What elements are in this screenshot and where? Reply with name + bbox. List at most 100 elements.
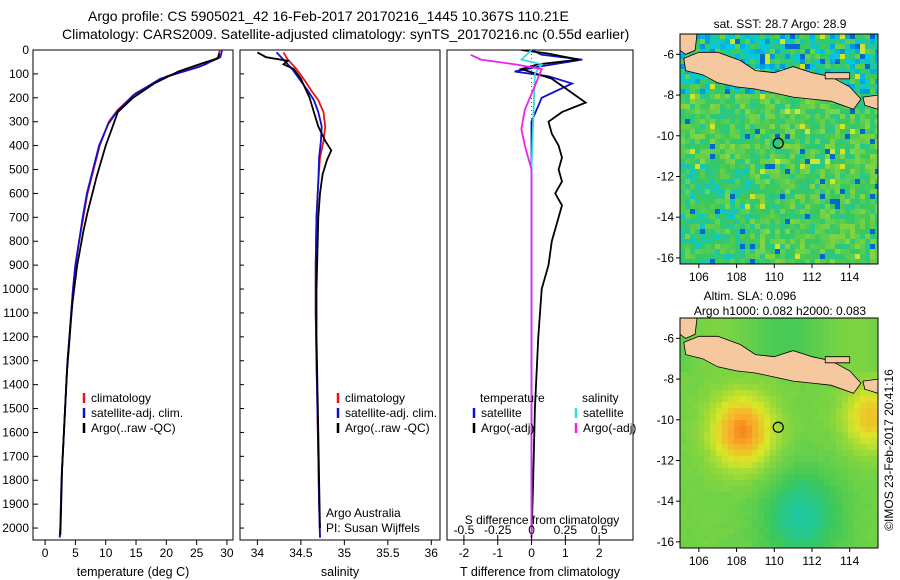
sst-pixel <box>760 254 765 259</box>
sla-pixel <box>716 438 722 444</box>
sst-pixel <box>805 174 810 179</box>
sla-pixel <box>680 486 686 492</box>
sla-pixel <box>830 330 836 336</box>
bali-shape <box>862 94 878 110</box>
sst-pixel <box>795 109 800 114</box>
sst-pixel <box>850 214 855 219</box>
temperature-legend-label: climatology <box>91 391 151 405</box>
sst-pixel <box>720 224 725 229</box>
sla-pixel <box>824 510 830 516</box>
sla-pixel <box>740 318 746 324</box>
sst-pixel <box>870 244 875 249</box>
sla-pixel <box>758 444 764 450</box>
sst-pixel <box>840 259 845 264</box>
sst-pixel <box>840 219 845 224</box>
sla-pixel <box>698 504 704 510</box>
sla-pixel <box>740 546 746 548</box>
sst-pixel <box>785 154 790 159</box>
sla-pixel <box>758 330 764 336</box>
sst-pixel <box>820 114 825 119</box>
sst-pixel <box>825 204 830 209</box>
sla-pixel <box>866 510 872 516</box>
sla-pixel <box>848 390 854 396</box>
sst-pixel <box>785 34 790 39</box>
sla-pixel <box>788 498 794 504</box>
sst-pixel <box>805 114 810 119</box>
sst-pixel <box>725 224 730 229</box>
sst-pixel <box>815 44 820 49</box>
sst-pixel <box>785 239 790 244</box>
sla-pixel <box>692 390 698 396</box>
sst-pixel <box>755 164 760 169</box>
sla-pixel <box>818 438 824 444</box>
sst-pixel <box>750 114 755 119</box>
sla-pixel <box>716 504 722 510</box>
sla-pixel <box>764 390 770 396</box>
sst-pixel <box>850 199 855 204</box>
sst-pixel <box>745 129 750 134</box>
sst-pixel <box>735 134 740 139</box>
sst-pixel <box>725 109 730 114</box>
sst-pixel <box>715 174 720 179</box>
sst-pixel <box>750 174 755 179</box>
sst-pixel <box>805 249 810 254</box>
sst-pixel <box>810 204 815 209</box>
sst-pixel <box>735 94 740 99</box>
sst-pixel <box>715 204 720 209</box>
sst-pixel <box>835 179 840 184</box>
sla-pixel <box>740 384 746 390</box>
sla-pixel <box>734 486 740 492</box>
sst-pixel <box>685 74 690 79</box>
sst-pixel <box>740 194 745 199</box>
sla-pixel <box>824 414 830 420</box>
sst-pixel <box>770 39 775 44</box>
series-line-temperature-1 <box>58 50 223 538</box>
sst-pixel <box>735 229 740 234</box>
sst-pixel <box>875 164 878 169</box>
sst-pixel <box>690 154 695 159</box>
sst-pixel <box>795 219 800 224</box>
sla-pixel <box>854 438 860 444</box>
sla-pixel <box>788 336 794 342</box>
sla-pixel <box>872 360 878 366</box>
sst-pixel <box>770 144 775 149</box>
sst-pixel <box>875 259 878 264</box>
sst-pixel <box>755 64 760 69</box>
sst-pixel <box>790 114 795 119</box>
sla-pixel <box>716 534 722 540</box>
sst-pixel <box>730 184 735 189</box>
sla-pixel <box>842 474 848 480</box>
sla-pixel <box>806 450 812 456</box>
sst-pixel <box>730 89 735 94</box>
sla-pixel <box>734 480 740 486</box>
sst-pixel <box>835 169 840 174</box>
sla-pixel <box>752 420 758 426</box>
sst-pixel <box>855 59 860 64</box>
sla-pixel <box>752 474 758 480</box>
sla-pixel <box>734 318 740 324</box>
sst-pixel <box>690 179 695 184</box>
sst-pixel <box>805 59 810 64</box>
sst-pixel <box>845 209 850 214</box>
sst-pixel <box>745 214 750 219</box>
sst-pixel <box>785 59 790 64</box>
sst-pixel <box>730 44 735 49</box>
sla-pixel <box>830 348 836 354</box>
sst-pixel <box>850 139 855 144</box>
sst-pixel <box>840 39 845 44</box>
sla-pixel <box>806 318 812 324</box>
sst-pixel <box>685 149 690 154</box>
sla-pixel <box>770 342 776 348</box>
sst-pixel <box>680 124 685 129</box>
sst-pixel <box>730 144 735 149</box>
sst-pixel <box>790 179 795 184</box>
sla-pixel <box>842 522 848 528</box>
sst-pixel <box>835 219 840 224</box>
sst-pixel <box>800 164 805 169</box>
sst-pixel <box>795 64 800 69</box>
sla-pixel <box>764 330 770 336</box>
sst-pixel <box>750 49 755 54</box>
sst-pixel <box>865 194 870 199</box>
sst-pixel <box>710 119 715 124</box>
sst-pixel <box>830 119 835 124</box>
